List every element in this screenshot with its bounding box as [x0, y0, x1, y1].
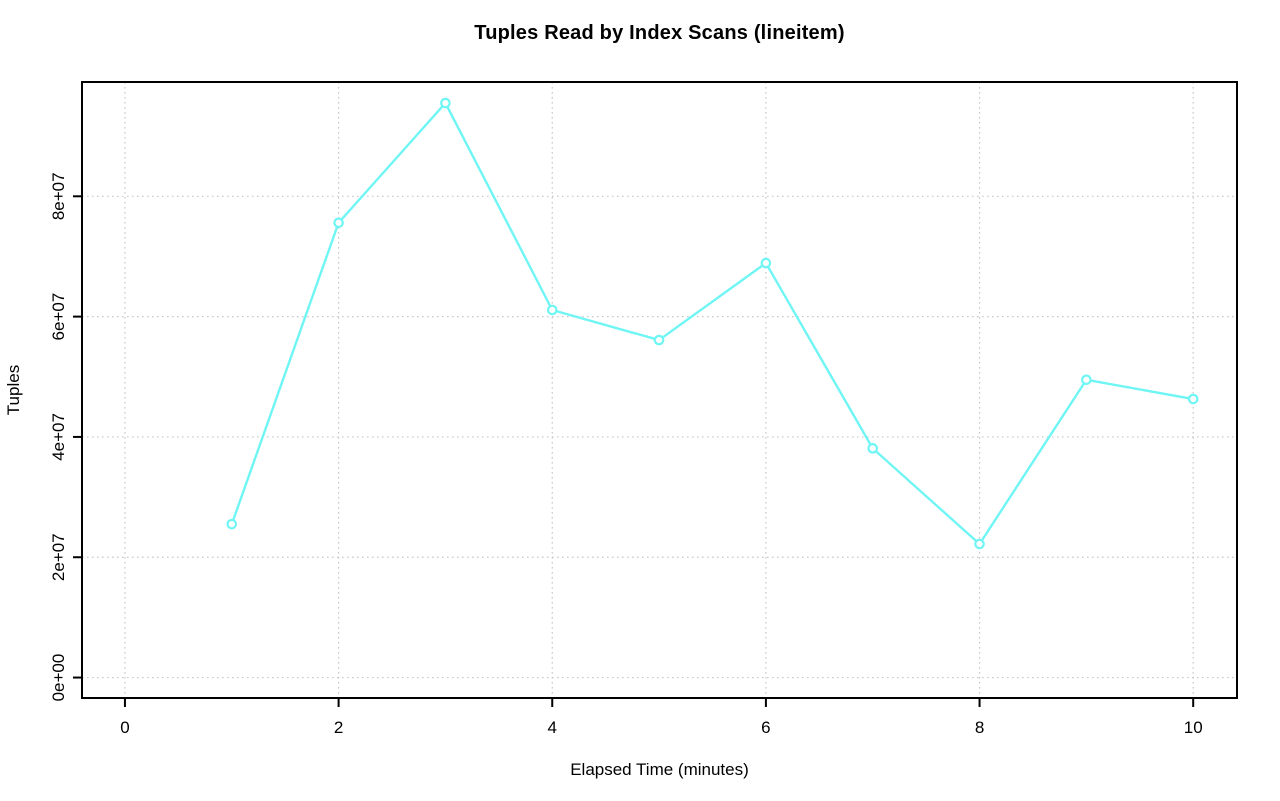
- x-tick-label: 10: [1184, 718, 1203, 737]
- data-point-tuples-read: [1187, 393, 1199, 405]
- data-point-tuples-read: [1081, 374, 1092, 386]
- y-tick-label: 4e+07: [49, 413, 68, 461]
- data-point-tuples-read: [226, 518, 238, 530]
- data-point-tuples-read: [440, 97, 451, 109]
- x-tick-label: 6: [761, 718, 770, 737]
- y-tick-label: 2e+07: [49, 533, 68, 581]
- y-tick-label: 8e+07: [49, 172, 68, 220]
- x-axis-label: Elapsed Time (minutes): [570, 760, 749, 779]
- data-point-tuples-read: [546, 304, 558, 316]
- plot-box: [81, 81, 1238, 699]
- x-tick-label: 0: [120, 718, 129, 737]
- data-point-tuples-read: [867, 443, 879, 454]
- x-tick-label: 4: [548, 718, 557, 737]
- x-tick-label: 2: [334, 718, 343, 737]
- data-point-tuples-read: [333, 217, 344, 229]
- y-tick-label: 0e+00: [49, 654, 68, 702]
- data-point-tuples-read: [760, 257, 772, 269]
- x-tick-label: 8: [975, 718, 984, 737]
- chart-title: Tuples Read by Index Scans (lineitem): [474, 22, 845, 44]
- data-point-tuples-read: [974, 538, 985, 550]
- y-tick-label: 6e+07: [49, 293, 68, 341]
- y-axis-label: Tuples: [4, 364, 23, 416]
- data-point-tuples-read: [653, 334, 665, 346]
- series-line-tuples-read: [230, 101, 1195, 546]
